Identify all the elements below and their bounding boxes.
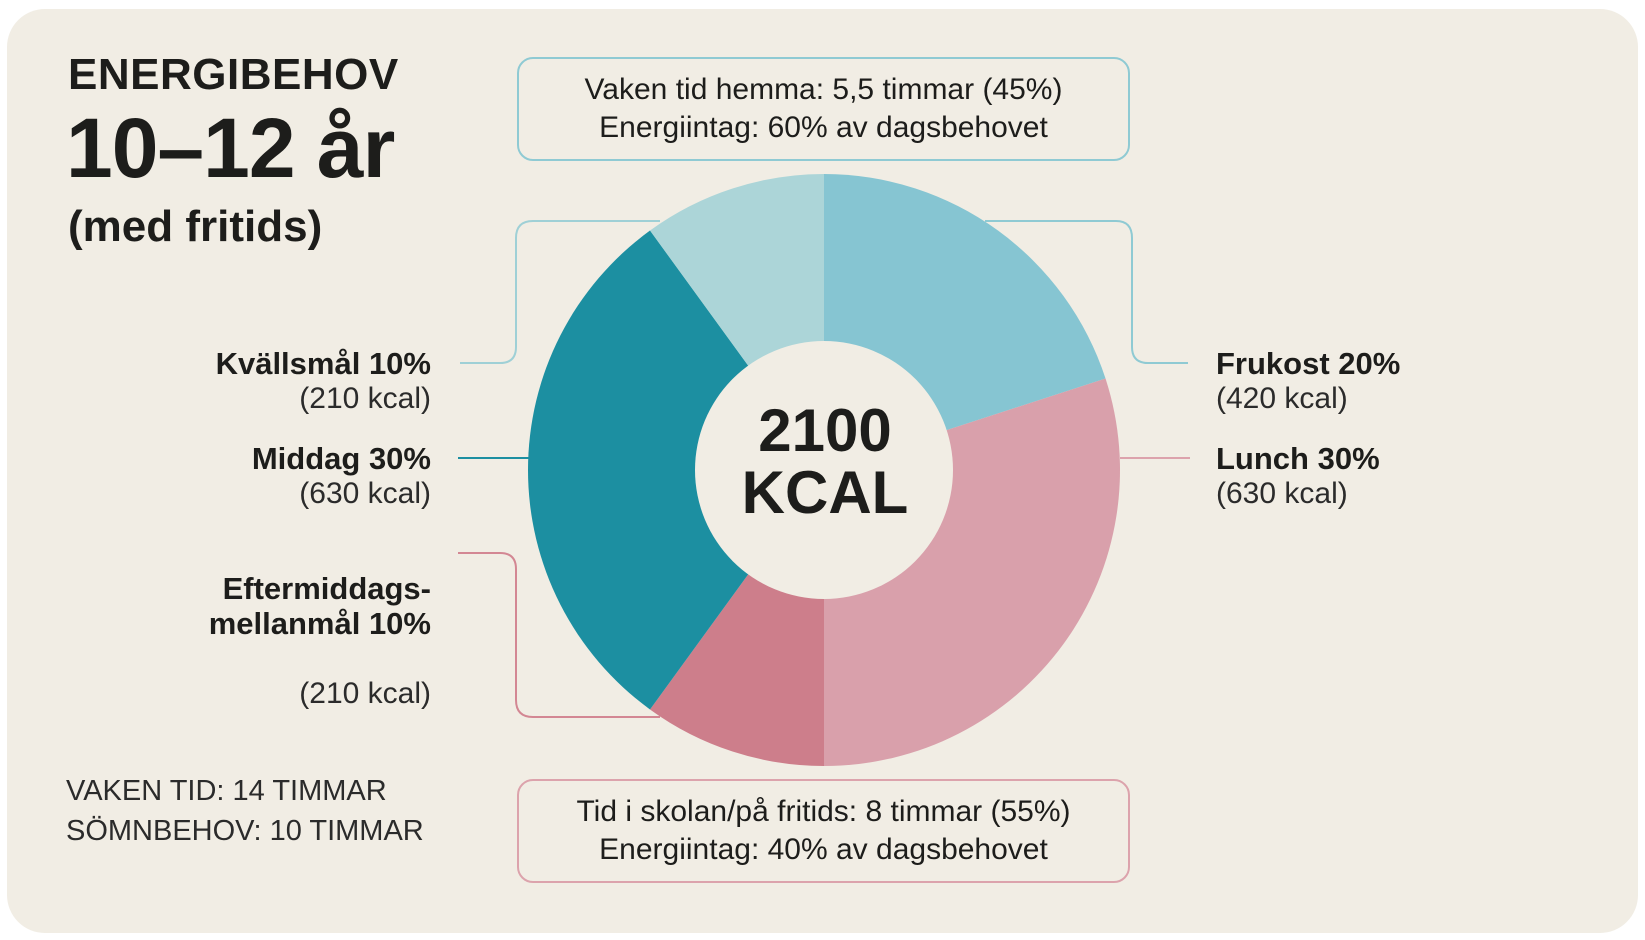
connector-eftermiddag bbox=[458, 552, 660, 718]
connector-kvallsmal bbox=[460, 220, 660, 364]
age-title: 10–12 år bbox=[66, 101, 395, 195]
school-time-line: Tid i skolan/på fritids: 8 timmar (55%) bbox=[576, 795, 1071, 828]
label-frukost-kcal: (420 kcal) bbox=[1216, 382, 1348, 415]
home-info-box: Vaken tid hemma: 5,5 timmar (45%) Energi… bbox=[517, 57, 1130, 161]
label-eftermiddag: Eftermiddags- mellanmål 10% (210 kcal) bbox=[209, 536, 431, 746]
school-info-box: Tid i skolan/på fritids: 8 timmar (55%) … bbox=[517, 779, 1130, 883]
label-lunch-title: Lunch 30% bbox=[1216, 441, 1380, 476]
label-lunch-kcal: (630 kcal) bbox=[1216, 477, 1348, 510]
school-energy-line: Energiintag: 40% av dagsbehovet bbox=[599, 833, 1048, 866]
total-kcal-value: 2100 bbox=[758, 397, 892, 464]
label-lunch: Lunch 30% (630 kcal) bbox=[1216, 441, 1380, 511]
label-middag-title: Middag 30% bbox=[251, 441, 431, 476]
home-energy-line: Energiintag: 60% av dagsbehovet bbox=[599, 111, 1048, 144]
label-kvallsmal: Kvällsmål 10% (210 kcal) bbox=[216, 346, 431, 416]
label-middag-kcal: (630 kcal) bbox=[299, 477, 431, 510]
awake-time: VAKEN TID: 14 TIMMAR bbox=[66, 775, 387, 807]
eyebrow-title: ENERGIBEHOV bbox=[68, 50, 399, 99]
label-middag: Middag 30% (630 kcal) bbox=[252, 441, 431, 511]
subtitle: (med fritids) bbox=[68, 202, 323, 251]
label-eftermiddag-kcal: (210 kcal) bbox=[299, 677, 431, 710]
connector-lines bbox=[458, 220, 1190, 718]
label-eftermiddag-title: Eftermiddags- mellanmål 10% bbox=[208, 571, 431, 641]
connector-frukost bbox=[985, 220, 1188, 364]
donut-hole bbox=[695, 341, 953, 599]
label-frukost: Frukost 20% (420 kcal) bbox=[1216, 346, 1400, 416]
label-frukost-title: Frukost 20% bbox=[1216, 346, 1401, 381]
home-time-line: Vaken tid hemma: 5,5 timmar (45%) bbox=[584, 73, 1063, 106]
slice-middag bbox=[528, 230, 824, 710]
sleep-need: SÖMNBEHOV: 10 TIMMAR bbox=[66, 815, 424, 847]
label-kvallsmal-kcal: (210 kcal) bbox=[299, 382, 431, 415]
total-kcal-unit: KCAL bbox=[741, 459, 909, 526]
label-kvallsmal-title: Kvällsmål 10% bbox=[215, 346, 431, 381]
total-kcal: 2100 KCAL bbox=[690, 400, 960, 524]
